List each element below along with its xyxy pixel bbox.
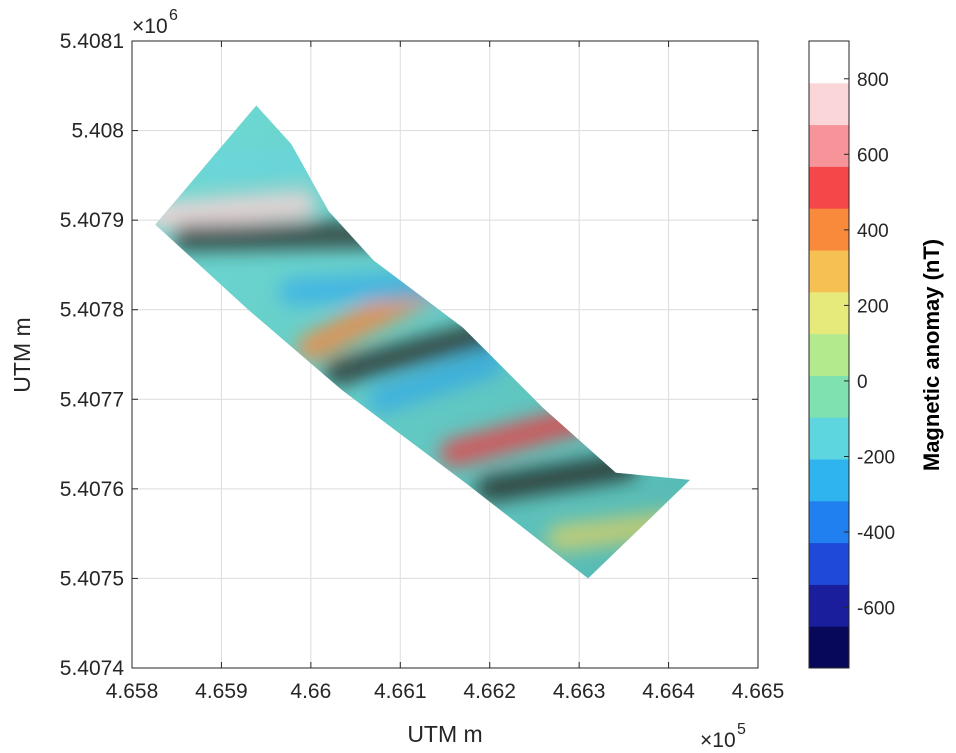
y-axis-label: UTM m	[9, 317, 35, 392]
x-tick-label: 4.665	[732, 680, 785, 703]
colorbar-swatch	[809, 187, 849, 209]
x-tick-label: 4.664	[642, 680, 695, 703]
colorbar-label: Magnetic anomay (nT)	[919, 239, 944, 471]
y-tick-label: 5.4077	[60, 388, 124, 411]
colorbar-tick-label: 0	[857, 372, 868, 393]
colorbar-ticks: -600 -400 -200 0 200 400 600 800	[844, 70, 895, 620]
colorbar-swatch	[809, 124, 849, 146]
x-tick-label: 4.658	[106, 680, 159, 703]
colorbar-swatch	[809, 208, 849, 230]
colorbar-swatch	[809, 333, 849, 355]
colorbar-swatch	[809, 417, 849, 439]
plot-area: 4.658 4.659 4.66 4.661 4.662 4.663 4.664 4.665 …	[60, 30, 785, 703]
y-axis-exponent: ×10 6	[132, 7, 178, 38]
colorbar-swatches	[809, 41, 849, 669]
colorbar-swatch	[809, 41, 849, 63]
colorbar-swatch	[809, 438, 849, 460]
x-axis-exponent: ×10 5	[700, 721, 746, 752]
colorbar-tick-label: -600	[857, 599, 895, 620]
x-exponent-base: ×10	[700, 729, 736, 752]
colorbar-swatch	[809, 82, 849, 105]
colorbar-swatch	[809, 229, 849, 251]
colorbar-tick-label: 400	[857, 221, 889, 242]
x-tick-label: 4.662	[463, 680, 516, 703]
colorbar-swatch	[809, 626, 849, 648]
x-tick-label: 4.661	[374, 680, 427, 703]
colorbar-tick-label: 800	[857, 70, 889, 91]
colorbar-swatch	[809, 61, 849, 84]
plot-frame	[131, 40, 759, 669]
x-tick-label: 4.663	[553, 680, 606, 703]
colorbar-swatch	[809, 584, 849, 606]
y-exponent-base: ×10	[132, 15, 168, 38]
x-tick-label: 4.659	[195, 680, 248, 703]
colorbar-frame	[808, 40, 850, 669]
colorbar-tick-label: 200	[857, 296, 889, 317]
colorbar-swatch	[809, 459, 849, 481]
y-tick-label: 5.4074	[60, 657, 125, 680]
colorbar-tick-label: -200	[857, 447, 895, 468]
x-exponent-power: 5	[737, 721, 746, 738]
colorbar-swatch	[809, 312, 849, 335]
colorbar-swatch	[809, 375, 849, 397]
colorbar-swatch	[809, 605, 849, 627]
colorbar-tick-label: 600	[857, 145, 889, 166]
x-tick-label: 4.66	[290, 680, 331, 703]
y-tick-label: 5.408	[71, 120, 124, 143]
y-tick-label: 5.4075	[60, 567, 124, 590]
colorbar-swatch	[809, 542, 849, 564]
colorbar-tick-label: -400	[857, 523, 895, 544]
x-axis-ticks: 4.658 4.659 4.66 4.661 4.662 4.663 4.664 4.665	[106, 41, 785, 703]
colorbar: -600 -400 -200 0 200 400 600 800 Magnetic anoma…	[808, 40, 944, 669]
y-tick-label: 5.4079	[60, 209, 124, 232]
colorbar-swatch	[809, 500, 849, 523]
colorbar-swatch	[809, 250, 849, 272]
colorbar-swatch	[809, 166, 849, 188]
colorbar-swatch	[809, 145, 849, 167]
colorbar-swatch	[809, 647, 849, 669]
colorbar-swatch	[809, 291, 849, 314]
y-exponent-power: 6	[169, 7, 178, 24]
y-tick-label: 5.4081	[60, 30, 124, 53]
y-tick-label: 5.4078	[60, 299, 124, 322]
colorbar-swatch	[809, 396, 849, 418]
colorbar-swatch	[809, 354, 849, 376]
colorbar-swatch	[809, 563, 849, 585]
y-tick-label: 5.4076	[60, 478, 124, 501]
colorbar-swatch	[809, 479, 849, 502]
y-axis-ticks: 5.4074 5.4075 5.4076 5.4077 5.4078 5.4079 5.40…	[60, 30, 758, 680]
colorbar-swatch	[809, 103, 849, 126]
x-axis-label: UTM m	[407, 721, 482, 747]
colorbar-swatch	[809, 270, 849, 293]
colorbar-swatch	[809, 521, 849, 544]
